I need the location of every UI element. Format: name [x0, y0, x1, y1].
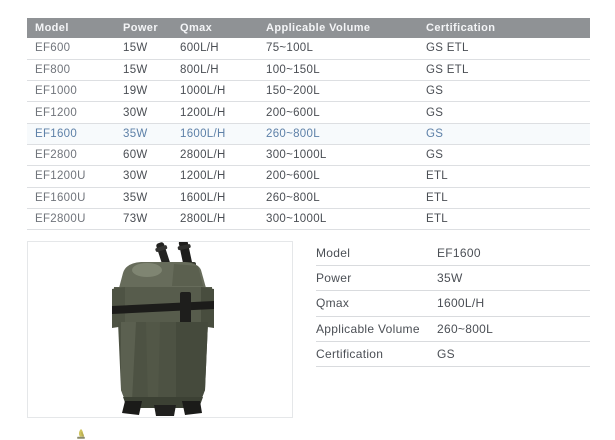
detail-row: Model EF1600 — [316, 241, 590, 267]
detail-label: Power — [316, 271, 352, 286]
cell-certification: GS ETL — [418, 59, 590, 82]
spec-table-header-row: Model Power Qmax Applicable Volume Certi… — [27, 18, 590, 38]
spec-table-row[interactable]: EF1000 19W 1000L/H 150~200L GS — [27, 80, 590, 103]
cell-certification: GS — [418, 144, 590, 167]
cell-certification: GS — [418, 80, 590, 103]
cell-model: EF1000 — [27, 80, 115, 103]
detail-panel: Model EF1600 Power 35W Qmax 1600L/H Appl… — [316, 241, 590, 367]
spec-table-row[interactable]: EF1600U 35W 1600L/H 260~800L ETL — [27, 187, 590, 209]
detail-value: EF1600 — [437, 246, 481, 260]
column-header-model: Model — [27, 18, 115, 38]
cell-certification: GS ETL — [418, 38, 590, 60]
cell-power: 19W — [115, 80, 172, 103]
cell-qmax: 1200L/H — [172, 101, 258, 124]
cell-volume: 100~150L — [258, 59, 418, 82]
column-header-volume: Applicable Volume — [258, 18, 418, 38]
cell-power: 30W — [115, 165, 172, 188]
cell-volume: 300~1000L — [258, 208, 418, 231]
cell-certification: GS — [418, 101, 590, 124]
detail-value: GS — [437, 346, 455, 361]
cell-certification: ETL — [418, 208, 590, 231]
cell-power: 35W — [115, 123, 172, 145]
cell-model: EF800 — [27, 59, 115, 82]
spec-table-row[interactable]: EF2800 60W 2800L/H 300~1000L GS — [27, 144, 590, 167]
column-header-qmax: Qmax — [172, 18, 258, 38]
detail-label: Model — [316, 246, 351, 260]
cell-qmax: 2800L/H — [172, 208, 258, 231]
cell-power: 60W — [115, 144, 172, 167]
detail-label: Qmax — [316, 296, 350, 311]
detail-row: Power 35W — [316, 266, 590, 292]
cell-power: 30W — [115, 101, 172, 124]
cell-model: EF600 — [27, 38, 115, 60]
detail-label: Applicable Volume — [316, 321, 420, 336]
canister-filter-image — [112, 242, 214, 416]
detail-value: 1600L/H — [437, 296, 485, 311]
cell-volume: 150~200L — [258, 80, 418, 103]
cell-volume: 75~100L — [258, 38, 418, 60]
cell-model: EF1200U — [27, 165, 115, 188]
cell-qmax: 1600L/H — [172, 187, 258, 209]
product-photo-box — [27, 241, 293, 418]
cell-model: EF2800U — [27, 208, 115, 231]
cell-qmax: 1600L/H — [172, 123, 258, 145]
cell-qmax: 1000L/H — [172, 80, 258, 103]
cell-power: 15W — [115, 38, 172, 60]
cell-power: 15W — [115, 59, 172, 82]
cell-certification: ETL — [418, 187, 590, 209]
cell-volume: 260~800L — [258, 123, 418, 145]
column-header-certification: Certification — [418, 18, 590, 38]
cell-qmax: 600L/H — [172, 38, 258, 60]
detail-row: Certification GS — [316, 342, 590, 367]
cell-power: 35W — [115, 187, 172, 209]
cell-qmax: 2800L/H — [172, 144, 258, 167]
spec-table-row[interactable]: EF800 15W 800L/H 100~150L GS ETL — [27, 59, 590, 82]
detail-row: Qmax 1600L/H — [316, 291, 590, 317]
cell-volume: 200~600L — [258, 101, 418, 124]
cell-model: EF1600 — [27, 123, 115, 145]
cell-volume: 300~1000L — [258, 144, 418, 167]
spec-table-row[interactable]: EF1200U 30W 1200L/H 200~600L ETL — [27, 165, 590, 188]
spec-table-row[interactable]: EF600 15W 600L/H 75~100L GS ETL — [27, 38, 590, 60]
cell-qmax: 1200L/H — [172, 165, 258, 188]
spec-table-row[interactable]: EF2800U 73W 2800L/H 300~1000L ETL — [27, 208, 590, 231]
cell-volume: 200~600L — [258, 165, 418, 188]
cell-certification: ETL — [418, 165, 590, 188]
sprout-logo-icon — [77, 429, 85, 439]
cell-power: 73W — [115, 208, 172, 231]
cell-model: EF1600U — [27, 187, 115, 209]
spec-table: Model Power Qmax Applicable Volume Certi… — [27, 18, 590, 231]
detail-value: 35W — [437, 271, 463, 286]
detail-value: 260~800L — [437, 321, 494, 336]
detail-label: Certification — [316, 346, 384, 361]
spec-table-row[interactable]: EF1200 30W 1200L/H 200~600L GS — [27, 101, 590, 124]
cell-qmax: 800L/H — [172, 59, 258, 82]
cell-volume: 260~800L — [258, 187, 418, 209]
column-header-power: Power — [115, 18, 172, 38]
cell-certification: GS — [418, 123, 590, 145]
cell-model: EF2800 — [27, 144, 115, 167]
spec-table-row-selected[interactable]: EF1600 35W 1600L/H 260~800L GS — [27, 123, 590, 145]
detail-row: Applicable Volume 260~800L — [316, 317, 590, 342]
cell-model: EF1200 — [27, 101, 115, 124]
